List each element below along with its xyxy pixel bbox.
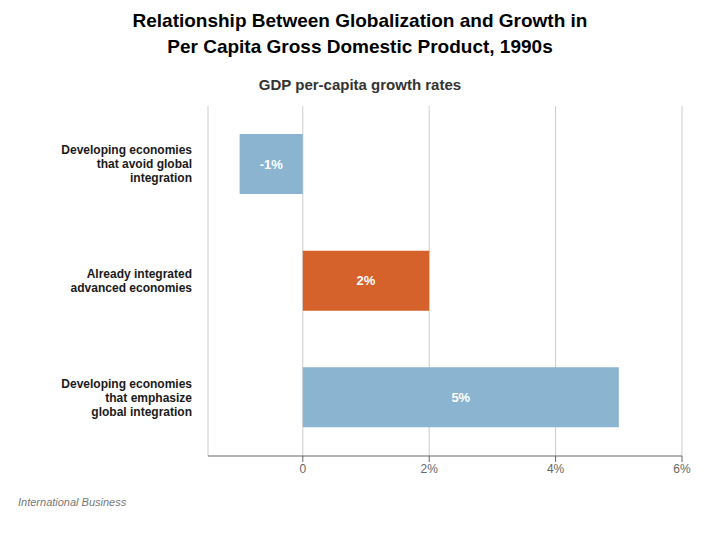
html-text:International Business: International Business	[18, 496, 127, 508]
svg-text:6%: 6%	[673, 462, 691, 476]
svg-text:Developing economiesthat avoid: Developing economiesthat avoid globalint…	[61, 143, 192, 185]
svg-text:2%: 2%	[357, 273, 376, 288]
html-text:Per Capita Gross Domestic Prod: Per Capita Gross Domestic Product, 1990s	[167, 36, 553, 57]
svg-text:Developing economiesthat empha: Developing economiesthat emphasizeglobal…	[61, 377, 192, 419]
svg-text:2%: 2%	[421, 462, 439, 476]
svg-text:Already integratedadvanced eco: Already integratedadvanced economies	[71, 267, 193, 295]
svg-text:0: 0	[299, 462, 306, 476]
svg-text:5%: 5%	[451, 390, 470, 405]
html-text:GDP per-capita growth rates: GDP per-capita growth rates	[258, 76, 462, 93]
svg-text:-1%: -1%	[260, 157, 284, 172]
svg-text:4%: 4%	[547, 462, 565, 476]
html-text:Relationship Between Globaliza: Relationship Between Globalization and G…	[132, 10, 588, 31]
